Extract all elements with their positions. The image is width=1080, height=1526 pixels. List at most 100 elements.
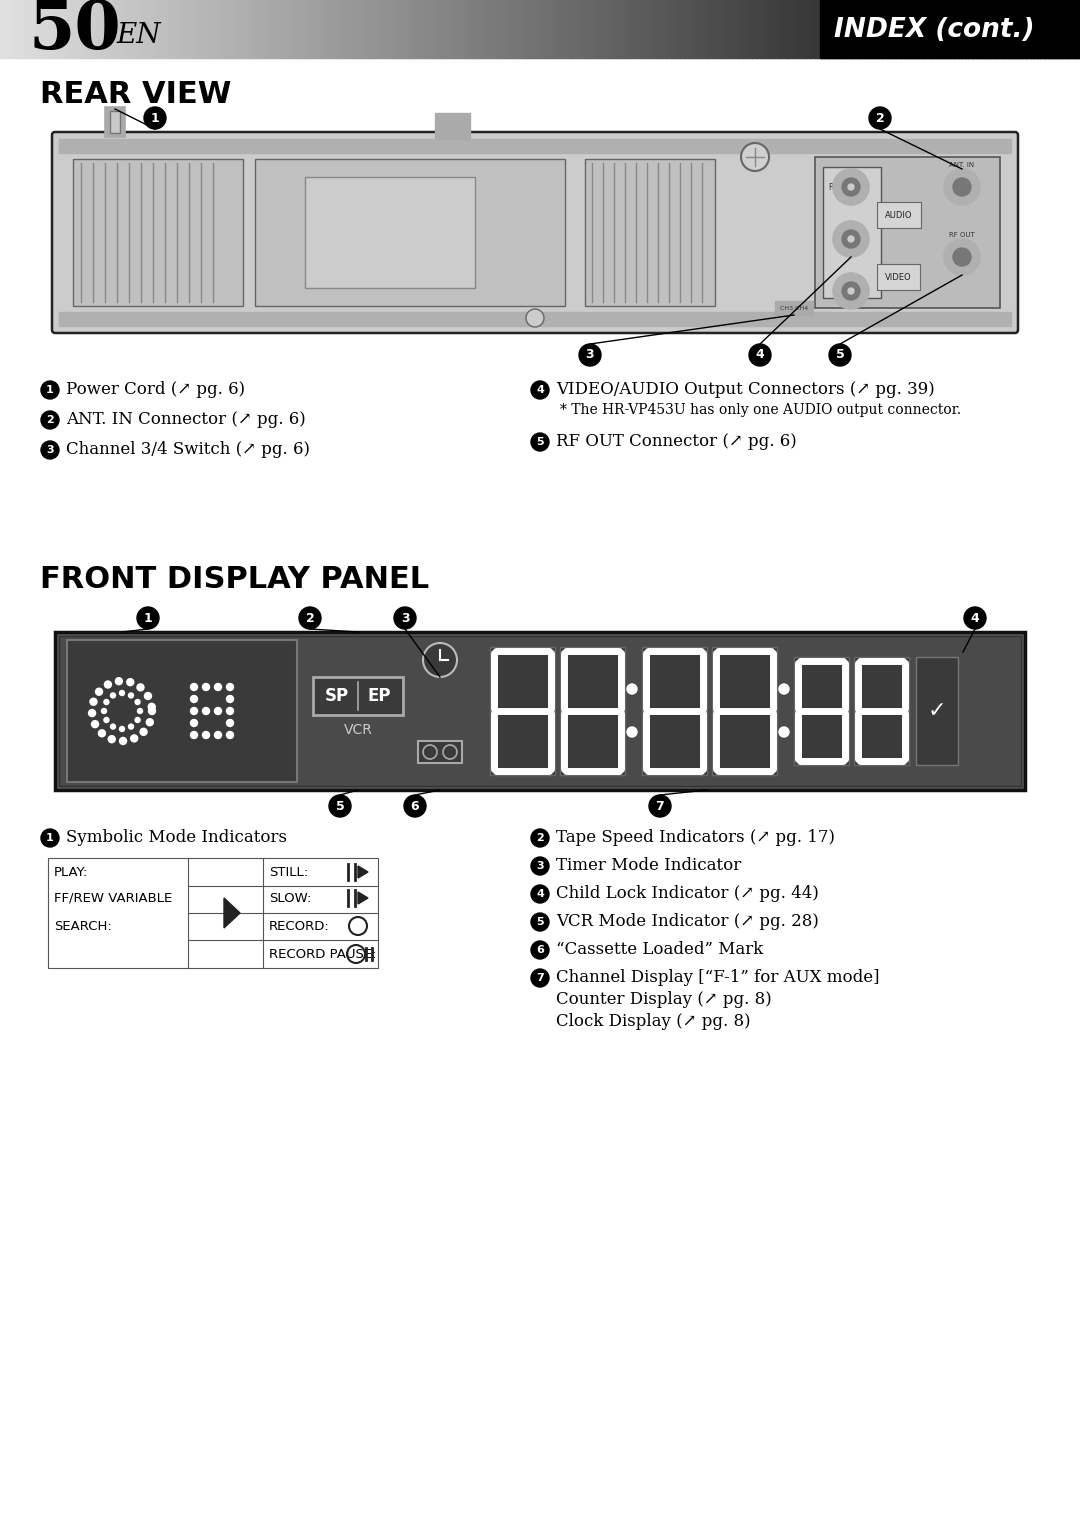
Text: 4: 4 bbox=[971, 612, 980, 624]
Circle shape bbox=[41, 410, 59, 429]
Bar bbox=[608, 0, 613, 58]
Bar bbox=[108, 0, 112, 58]
Bar bbox=[205, 0, 210, 58]
Bar bbox=[381, 0, 387, 58]
Circle shape bbox=[137, 607, 159, 629]
Circle shape bbox=[203, 684, 210, 690]
Circle shape bbox=[833, 221, 869, 256]
Bar bbox=[370, 0, 376, 58]
Bar bbox=[305, 177, 475, 288]
Bar bbox=[36, 0, 41, 58]
Bar bbox=[67, 639, 297, 781]
Circle shape bbox=[148, 703, 156, 710]
Bar bbox=[878, 0, 883, 58]
Bar bbox=[429, 0, 433, 58]
Bar bbox=[356, 0, 361, 58]
Bar bbox=[764, 0, 768, 58]
Bar bbox=[407, 0, 411, 58]
Bar bbox=[418, 742, 462, 763]
Bar bbox=[861, 0, 865, 58]
Bar bbox=[59, 311, 1011, 327]
Bar bbox=[705, 0, 711, 58]
Bar bbox=[645, 0, 649, 58]
Bar bbox=[321, 0, 325, 58]
Bar bbox=[68, 0, 73, 58]
Bar bbox=[986, 0, 991, 58]
Bar bbox=[792, 0, 797, 58]
Text: A/F: A/F bbox=[846, 171, 859, 180]
Bar bbox=[130, 0, 134, 58]
Text: VIDEO: VIDEO bbox=[885, 273, 912, 281]
Bar bbox=[619, 0, 624, 58]
Bar bbox=[295, 0, 300, 58]
Bar bbox=[259, 0, 264, 58]
Circle shape bbox=[227, 731, 233, 739]
Bar bbox=[148, 0, 152, 58]
Bar bbox=[94, 0, 98, 58]
Text: VIDEO/AUDIO Output Connectors (↗ pg. 39): VIDEO/AUDIO Output Connectors (↗ pg. 39) bbox=[556, 382, 935, 398]
Bar bbox=[1029, 0, 1035, 58]
Bar bbox=[11, 0, 15, 58]
Circle shape bbox=[443, 745, 457, 758]
Circle shape bbox=[531, 858, 549, 874]
Bar bbox=[184, 0, 188, 58]
Text: 3: 3 bbox=[585, 348, 594, 362]
Bar bbox=[1026, 0, 1030, 58]
Bar bbox=[997, 0, 1002, 58]
Bar bbox=[450, 0, 455, 58]
Text: 3: 3 bbox=[401, 612, 409, 624]
Circle shape bbox=[833, 169, 869, 204]
Bar bbox=[335, 0, 339, 58]
Bar bbox=[975, 0, 981, 58]
Bar bbox=[659, 0, 663, 58]
Text: 1: 1 bbox=[150, 111, 160, 125]
Bar bbox=[461, 0, 465, 58]
Bar bbox=[893, 0, 897, 58]
Bar bbox=[710, 0, 714, 58]
Bar bbox=[0, 0, 4, 58]
Text: EP: EP bbox=[367, 687, 391, 705]
Bar bbox=[940, 0, 944, 58]
Bar bbox=[745, 0, 750, 58]
Bar bbox=[727, 0, 732, 58]
Text: CH3 CH4: CH3 CH4 bbox=[780, 305, 808, 310]
Bar bbox=[846, 0, 851, 58]
Bar bbox=[162, 0, 166, 58]
Bar bbox=[576, 0, 581, 58]
Bar bbox=[234, 0, 239, 58]
Bar bbox=[561, 647, 625, 775]
Bar bbox=[111, 0, 117, 58]
Bar bbox=[597, 0, 603, 58]
Bar bbox=[662, 0, 667, 58]
Bar bbox=[602, 0, 606, 58]
Text: 6: 6 bbox=[410, 800, 419, 812]
Bar bbox=[202, 0, 206, 58]
Bar bbox=[1058, 0, 1063, 58]
Bar bbox=[255, 159, 565, 307]
Text: 1: 1 bbox=[144, 612, 152, 624]
Bar bbox=[454, 0, 458, 58]
Bar bbox=[518, 0, 523, 58]
Text: 6: 6 bbox=[536, 945, 544, 955]
Bar bbox=[796, 0, 800, 58]
FancyBboxPatch shape bbox=[52, 133, 1018, 333]
Bar bbox=[489, 0, 495, 58]
Bar bbox=[565, 0, 570, 58]
Bar bbox=[540, 0, 544, 58]
Circle shape bbox=[779, 726, 789, 737]
Bar bbox=[486, 0, 490, 58]
Bar bbox=[580, 0, 584, 58]
Bar bbox=[1069, 0, 1074, 58]
Bar bbox=[194, 0, 199, 58]
Bar bbox=[918, 0, 922, 58]
Bar bbox=[548, 0, 552, 58]
Bar bbox=[386, 0, 390, 58]
Text: ANT. IN Connector (↗ pg. 6): ANT. IN Connector (↗ pg. 6) bbox=[66, 412, 306, 429]
Circle shape bbox=[953, 179, 971, 195]
Bar bbox=[25, 0, 30, 58]
Bar bbox=[748, 0, 754, 58]
Bar bbox=[278, 0, 282, 58]
Bar bbox=[712, 647, 777, 775]
Bar bbox=[400, 0, 404, 58]
Bar bbox=[626, 0, 631, 58]
